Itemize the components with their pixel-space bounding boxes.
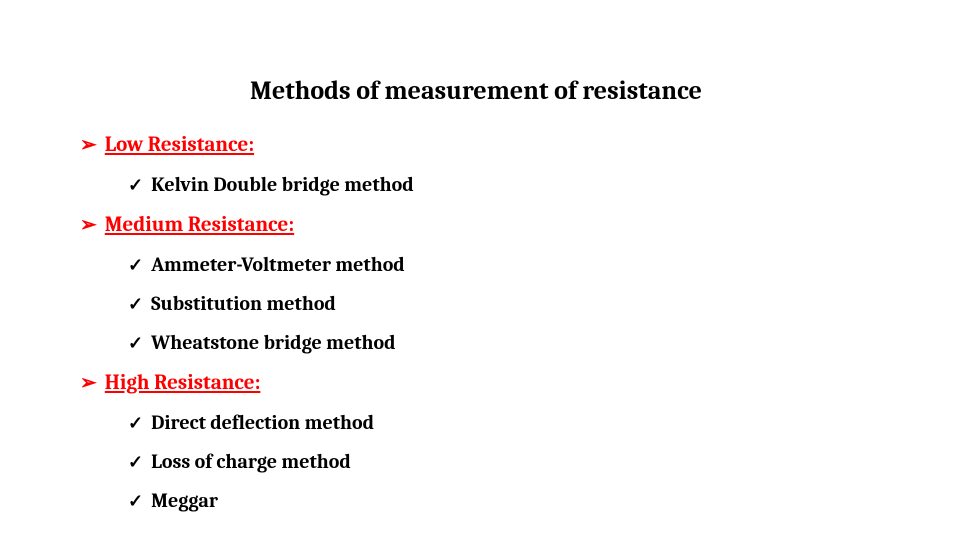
slide: Methods of measurement of resistance ➢ L… bbox=[0, 0, 960, 540]
check-icon: ✓ bbox=[128, 413, 143, 434]
section-label: Medium Resistance: bbox=[105, 213, 294, 237]
check-icon: ✓ bbox=[128, 175, 143, 196]
item-text: Wheatstone bridge method bbox=[151, 331, 395, 354]
item-text: Loss of charge method bbox=[151, 450, 351, 473]
item-text: Ammeter-Voltmeter method bbox=[151, 253, 405, 276]
arrow-icon: ➢ bbox=[80, 370, 97, 394]
item-text: Kelvin Double bridge method bbox=[151, 173, 414, 196]
arrow-icon: ➢ bbox=[80, 212, 97, 236]
item-text: Direct deflection method bbox=[151, 411, 374, 434]
list-item: ✓ Loss of charge method bbox=[128, 450, 920, 473]
check-icon: ✓ bbox=[128, 333, 143, 354]
check-icon: ✓ bbox=[128, 491, 143, 512]
check-icon: ✓ bbox=[128, 452, 143, 473]
list-item: ✓ Substitution method bbox=[128, 292, 920, 315]
section-label: High Resistance: bbox=[105, 371, 261, 395]
list-item: ✓ Ammeter-Voltmeter method bbox=[128, 253, 920, 276]
list-item: ✓ Kelvin Double bridge method bbox=[128, 173, 920, 196]
section-heading-medium: ➢ Medium Resistance: bbox=[80, 212, 920, 237]
item-text: Meggar bbox=[151, 489, 218, 512]
check-icon: ✓ bbox=[128, 255, 143, 276]
list-item: ✓ Direct deflection method bbox=[128, 411, 920, 434]
section-heading-high: ➢ High Resistance: bbox=[80, 370, 920, 395]
section-heading-low: ➢ Low Resistance: bbox=[80, 132, 920, 157]
list-item: ✓ Meggar bbox=[128, 489, 920, 512]
list-item: ✓ Wheatstone bridge method bbox=[128, 331, 920, 354]
slide-title: Methods of measurement of resistance bbox=[250, 76, 920, 106]
check-icon: ✓ bbox=[128, 294, 143, 315]
item-text: Substitution method bbox=[151, 292, 336, 315]
section-label: Low Resistance: bbox=[105, 133, 254, 157]
arrow-icon: ➢ bbox=[80, 132, 97, 156]
